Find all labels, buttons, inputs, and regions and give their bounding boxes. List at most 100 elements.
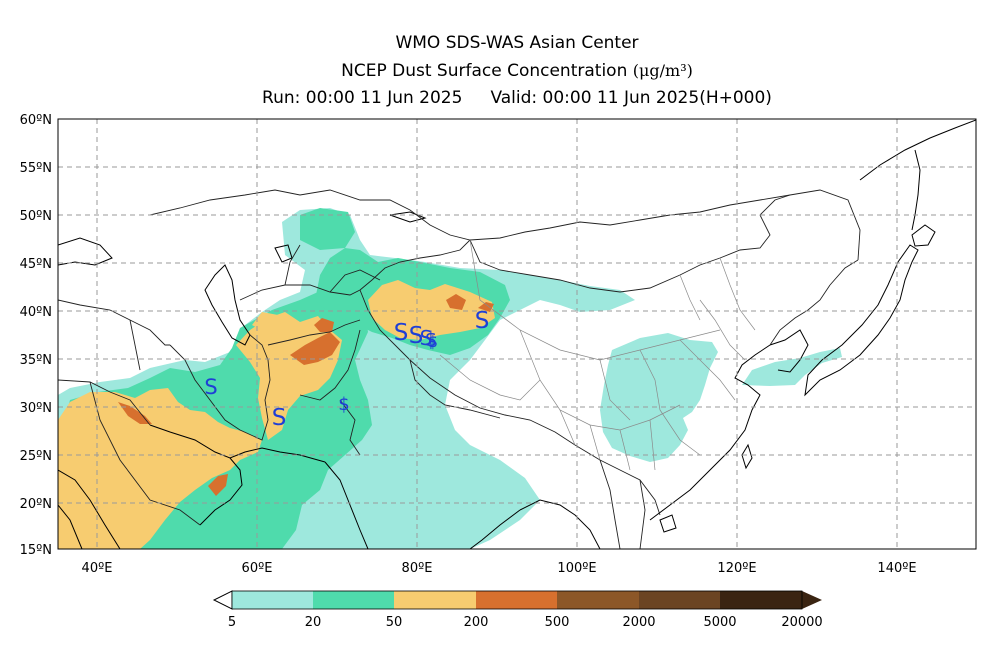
arabia-borders xyxy=(58,379,201,526)
colorbar-bin-5-20 xyxy=(232,591,313,609)
lon-label: 60ºE xyxy=(242,561,273,576)
red-sea-coast xyxy=(58,504,83,549)
dust-contour-200-500-taklimakan xyxy=(446,294,466,310)
dust-contour-20-50-kazakh xyxy=(300,208,355,250)
lat-label: 15ºN xyxy=(20,543,52,558)
india-border xyxy=(339,359,501,456)
dust-contour-50-200-turkmen xyxy=(252,312,282,335)
mongolia-border xyxy=(469,214,771,293)
dust-contour-200-500-oman xyxy=(208,474,228,496)
graticule xyxy=(58,119,976,549)
caspian-sea xyxy=(204,264,251,346)
blowing-dust-symbol: $ xyxy=(428,332,438,351)
colorbar-bin-50-200 xyxy=(394,591,476,609)
turkey-border xyxy=(58,299,170,371)
colorbar-label: 20000 xyxy=(781,615,823,630)
storm-symbols: S S S S $ S $ $ S xyxy=(204,308,489,431)
blowing-dust-symbol: $ xyxy=(338,394,349,415)
lat-label: 20ºN xyxy=(20,497,52,512)
lat-label: 40ºN xyxy=(20,305,52,320)
map-frame xyxy=(57,118,977,550)
hainan xyxy=(659,514,677,533)
dust-contour-200-500-turpan xyxy=(478,302,494,312)
india-east-coast xyxy=(469,509,521,549)
okhotsk-coast xyxy=(859,119,976,181)
province-line xyxy=(469,239,721,361)
title-line-1: WMO SDS-WAS Asian Center xyxy=(395,33,639,53)
colorbar-bin-500-2000 xyxy=(557,591,639,609)
lon-label: 40ºE xyxy=(82,561,113,576)
title-product: NCEP Dust Surface Concentration xyxy=(341,61,628,81)
lat-label: 55ºN xyxy=(20,161,52,176)
dust-storm-symbol: S xyxy=(475,308,490,334)
province-line xyxy=(439,354,541,401)
map-title: WMO SDS-WAS Asian Center NCEP Dust Surfa… xyxy=(0,30,1000,112)
dust-contour-200-500-afghan xyxy=(290,332,340,365)
colorbar-over-arrow xyxy=(802,591,822,609)
dust-storm-symbol: S xyxy=(409,323,424,349)
black-sea xyxy=(58,237,113,266)
colorbar xyxy=(212,590,822,610)
dust-contour-200-500-amu xyxy=(314,318,334,332)
colorbar-label: 50 xyxy=(385,615,403,630)
china-west-border xyxy=(359,239,471,291)
country-borders xyxy=(58,189,861,549)
valid-time: Valid: 00:00 11 Jun 2025(H+000) xyxy=(490,88,772,108)
southeast-asia xyxy=(599,459,646,549)
colorbar-label: 500 xyxy=(544,615,570,630)
oman-coast xyxy=(199,457,243,526)
lat-label: 60ºN xyxy=(20,113,52,128)
lat-label: 30ºN xyxy=(20,401,52,416)
lon-label: 100ºE xyxy=(557,561,596,576)
dust-contour-5-20-korea-japan xyxy=(742,348,842,386)
persian-gulf-coast xyxy=(149,424,326,463)
colorbar-label: 2000 xyxy=(622,615,656,630)
blowing-dust-symbol: $ xyxy=(425,327,438,351)
province-line xyxy=(599,349,701,456)
korea-china-border xyxy=(769,284,831,346)
colorbar-bin-2000-5000 xyxy=(639,591,720,609)
colorbar-bin-20-50 xyxy=(313,591,394,609)
latitude-labels: 60ºN 55ºN 50ºN 45ºN 40ºN 35ºN 30ºN 25ºN … xyxy=(20,113,52,558)
title-line-2: NCEP Dust Surface Concentration (μg/m³) xyxy=(0,57,1000,85)
lat-label: 35ºN xyxy=(20,353,52,368)
lon-label: 140ºE xyxy=(877,561,916,576)
colorbar-outline xyxy=(231,590,803,610)
province-line xyxy=(679,299,746,401)
province-line xyxy=(559,409,656,471)
china-coast xyxy=(649,344,771,521)
longitude-labels: 40ºE 60ºE 80ºE 100ºE 120ºE 140ºE xyxy=(82,561,917,576)
dust-contour-50-200-tarim xyxy=(368,280,495,340)
sakhalin xyxy=(911,149,921,231)
lon-label: 120ºE xyxy=(717,561,756,576)
dust-contour-200-500-iraq xyxy=(118,402,152,424)
japan xyxy=(804,244,919,397)
hokkaido xyxy=(911,224,936,247)
colorbar-under-arrow xyxy=(212,590,233,610)
lat-label: 50ºN xyxy=(20,209,52,224)
iran-border xyxy=(169,334,271,441)
taiwan xyxy=(741,443,753,470)
title-unit: (μg/m³) xyxy=(632,61,693,80)
coastlines xyxy=(58,119,976,549)
dust-field xyxy=(58,208,842,549)
lon-label: 80ºE xyxy=(402,561,433,576)
colorbar-label: 5 xyxy=(227,615,237,630)
korea-coast xyxy=(769,329,809,373)
colorbar-label: 200 xyxy=(463,615,489,630)
afghan-pak-border xyxy=(267,319,361,401)
dust-contour-5-20-east-china xyxy=(600,333,718,462)
colorbar-bin-5000-20000 xyxy=(720,591,802,609)
lat-label: 25ºN xyxy=(20,449,52,464)
dust-storm-symbol: S xyxy=(394,320,409,346)
dust-storm-symbol: S xyxy=(420,326,433,350)
bay-of-bengal-coast xyxy=(519,499,601,549)
central-asia-borders xyxy=(239,244,381,301)
arabia-coast xyxy=(58,469,121,549)
dust-storm-symbol: S xyxy=(272,405,287,431)
balkhash xyxy=(389,211,427,223)
colorbar-label: 5000 xyxy=(703,615,737,630)
russia-kazakh-border xyxy=(149,189,861,261)
colorbar-bin-200-500 xyxy=(476,591,557,609)
